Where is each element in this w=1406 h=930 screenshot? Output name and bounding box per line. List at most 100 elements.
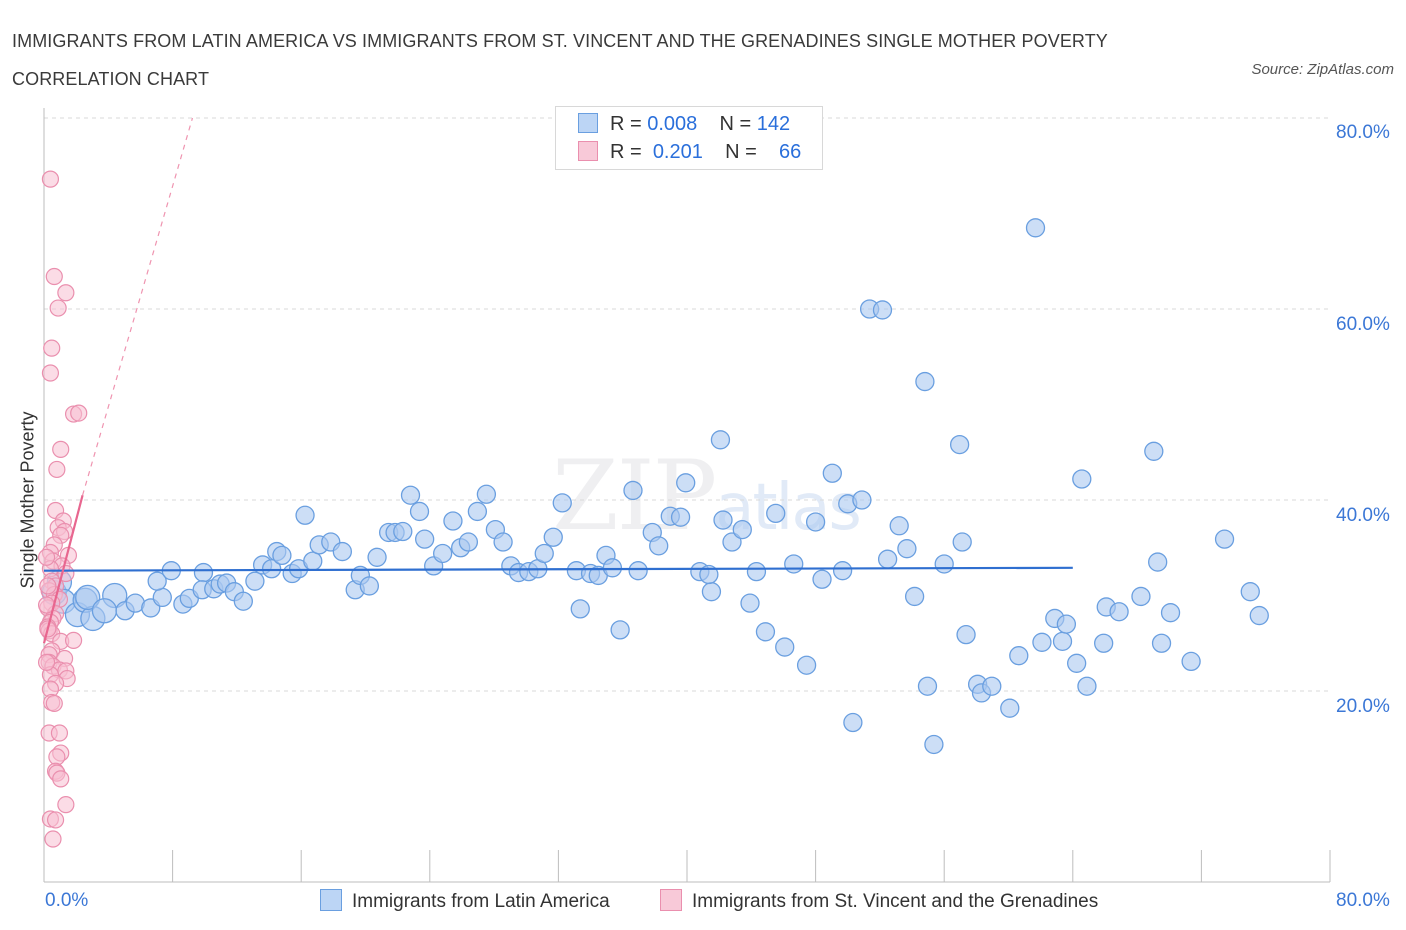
blue-data-point [332, 541, 353, 562]
blue-data-point [570, 599, 590, 619]
legend-n-label: N = [719, 113, 757, 135]
pink-data-point [52, 770, 70, 788]
blue-data-point [722, 532, 742, 552]
blue-data-point [1094, 633, 1114, 653]
blue-data-point [400, 485, 421, 505]
blue-data-point [649, 536, 669, 556]
blue-data-point [1151, 633, 1172, 653]
blue-data-point [1052, 631, 1073, 651]
y-tick-label: 60.0% [1336, 314, 1390, 335]
legend-r-label: R = [610, 141, 648, 163]
series-legend-pink: Immigrants from St. Vincent and the Gren… [660, 889, 1098, 913]
blue-data-point [1009, 646, 1029, 666]
blue-data-point [534, 543, 554, 564]
blue-data-point [1032, 632, 1052, 652]
blue-data-point [805, 512, 826, 532]
x-tick-label-min: 0.0% [45, 890, 89, 911]
y-axis-label: Single Mother Poverty [17, 411, 38, 589]
y-tick-label: 80.0% [1336, 122, 1390, 143]
blue-data-point [367, 547, 387, 567]
blue-data-point [766, 503, 786, 524]
blue-data-point [796, 655, 817, 675]
blue-data-point [1181, 651, 1201, 672]
y-tick-label: 40.0% [1336, 505, 1390, 526]
pink-data-point [43, 339, 61, 357]
blue-data-point [552, 493, 572, 513]
blue-data-point [193, 562, 214, 583]
blue-data-point [303, 551, 323, 571]
source-credit: Source: ZipAtlas.com [1251, 61, 1394, 78]
legend-label-blue: Immigrants from Latin America [352, 891, 610, 912]
blue-data-point [261, 559, 282, 579]
blue-data-point [924, 734, 944, 755]
trendlines [42, 494, 1073, 644]
legend-n-label: N = [725, 141, 763, 163]
pink-trendline-extension [82, 117, 194, 496]
blue-data-point [746, 561, 767, 582]
blue-data-point [949, 434, 970, 455]
blue-data-point [1131, 586, 1151, 607]
pink-data-point [64, 631, 83, 649]
legend-swatch-blue [578, 113, 598, 133]
blue-data-point [812, 569, 832, 589]
blue-data-point [1160, 603, 1181, 623]
pink-data-point [70, 404, 88, 422]
legend-n-value: 142 [756, 113, 791, 135]
blue-data-point [740, 593, 760, 613]
x-tick-label-max: 80.0% [1336, 890, 1390, 911]
blue-data-point [904, 586, 925, 607]
blue-data-point [956, 625, 976, 645]
blue-data-point [433, 543, 453, 564]
y-tick-label: 20.0% [1336, 696, 1390, 717]
blue-data-point [699, 564, 719, 585]
blue-data-point [732, 519, 752, 540]
legend-swatch-pink [660, 889, 682, 911]
blue-data-point [75, 584, 101, 611]
blue-data-point [934, 554, 954, 574]
blue-data-point [1249, 605, 1269, 626]
legend-label-pink: Immigrants from St. Vincent and the Gren… [692, 891, 1099, 912]
blue-data-point [1067, 653, 1087, 673]
pink-data-point [41, 170, 60, 188]
blue-data-point [701, 582, 722, 602]
blue-data-point [467, 501, 488, 522]
blue-data-point [1148, 552, 1168, 572]
blue-data-point [152, 587, 172, 608]
blue-series-points [41, 218, 1269, 755]
legend-n-value: 66 [779, 141, 802, 163]
blue-data-point [1144, 441, 1164, 461]
pink-data-point [37, 653, 56, 671]
pink-data-point [57, 796, 75, 814]
blue-data-point [147, 571, 167, 591]
blue-data-point [415, 529, 435, 549]
blue-data-point [713, 510, 733, 530]
blue-data-point [1056, 614, 1077, 634]
pink-data-point [44, 830, 62, 848]
blue-data-point [409, 501, 430, 522]
blue-data-point [272, 545, 292, 566]
pink-trendline [42, 494, 84, 644]
blue-data-point [710, 430, 731, 450]
pink-trendline-group [82, 117, 194, 496]
blue-data-point [233, 591, 253, 611]
pink-data-point [48, 460, 66, 479]
blue-data-point [897, 539, 917, 559]
blue-data-point [458, 532, 479, 552]
blue-data-point [1109, 602, 1129, 622]
legend-r-label: R = [610, 113, 648, 135]
blue-data-point [872, 300, 893, 320]
blue-data-point [952, 532, 972, 552]
blue-data-point [1025, 218, 1046, 238]
pink-data-point [49, 299, 67, 317]
blue-data-point [755, 622, 776, 642]
blue-data-point [852, 490, 872, 510]
pink-data-point [46, 811, 65, 829]
pink-data-point [45, 267, 63, 286]
series-legend-blue: Immigrants from Latin America [320, 889, 610, 913]
stats-legend: R = 0.008 N = 142 R = 0.201 N = 66 [555, 106, 823, 170]
blue-data-point [670, 507, 691, 527]
blue-data-point [493, 532, 513, 552]
blue-data-point [1240, 582, 1260, 602]
legend-swatch-blue [320, 889, 342, 911]
